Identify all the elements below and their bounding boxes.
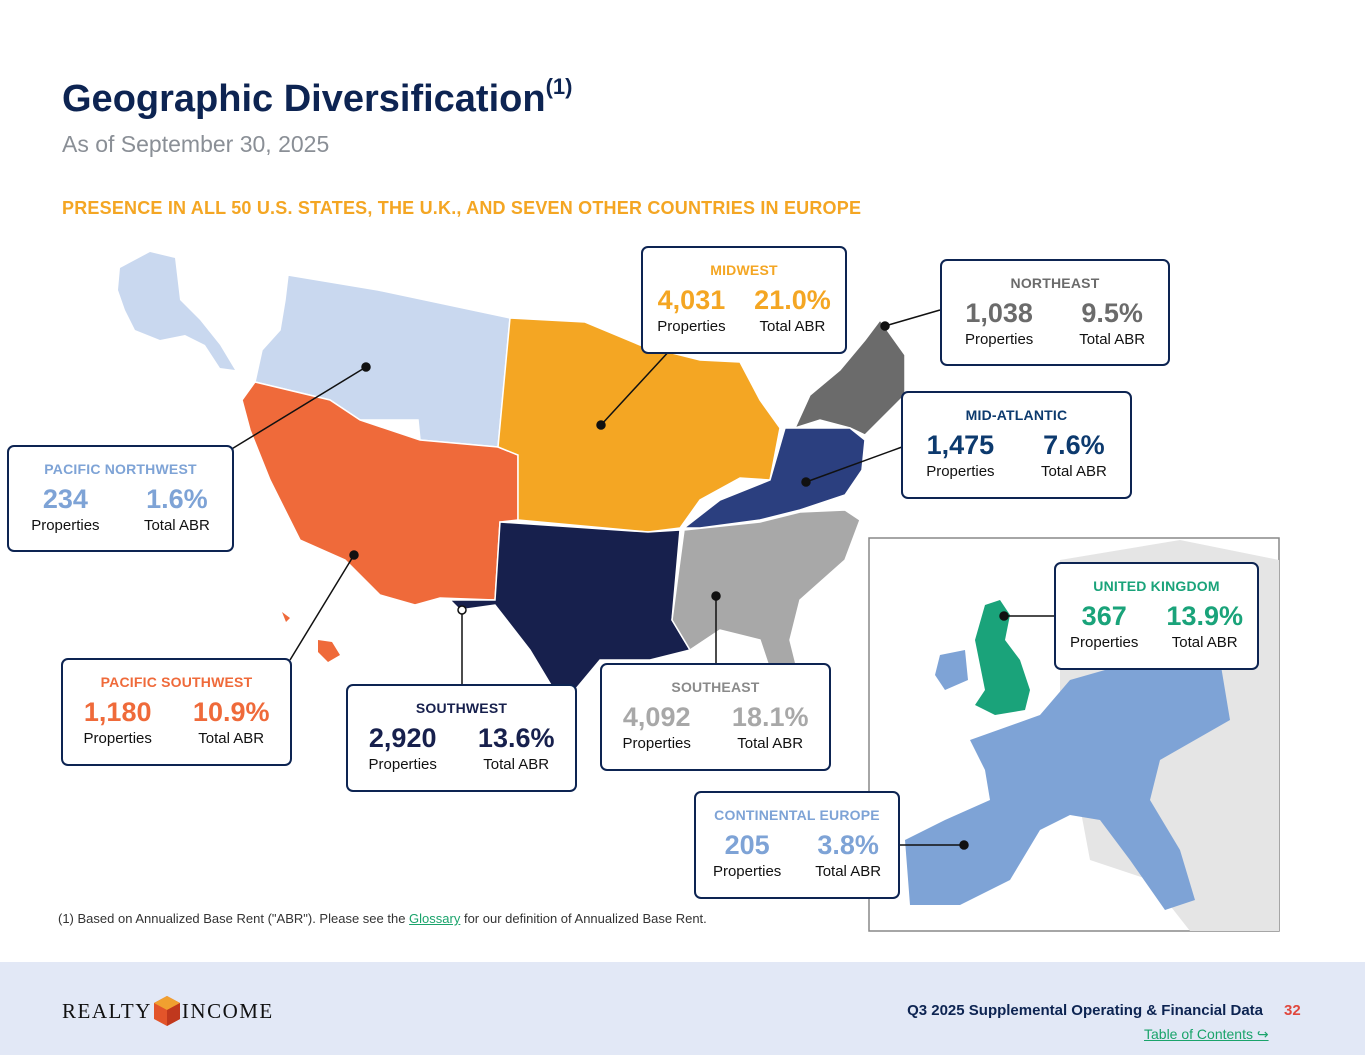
headline: PRESENCE IN ALL 50 U.S. STATES, THE U.K.… bbox=[62, 198, 862, 218]
region-name: CONTINENTAL EUROPE bbox=[714, 807, 880, 823]
page-subtitle: As of September 30, 2025 bbox=[62, 131, 330, 157]
callout-continental-europe: CONTINENTAL EUROPE 205 Properties 3.8% Tot… bbox=[694, 791, 900, 899]
region-name: PACIFIC NORTHWEST bbox=[44, 461, 197, 477]
abr-label: Total ABR bbox=[1040, 463, 1107, 480]
properties-label: Properties bbox=[964, 331, 1034, 348]
footnote: (1) Based on Annualized Base Rent ("ABR"… bbox=[58, 911, 707, 926]
region-name: SOUTHEAST bbox=[671, 679, 760, 695]
callout-northeast: NORTHEAST 1,038 Properties 9.5% Total ABR bbox=[940, 259, 1170, 366]
callout-united-kingdom: UNITED KINGDOM 367 Properties 13.9% Total … bbox=[1054, 562, 1259, 670]
pacific-southwest-shape bbox=[241, 381, 519, 606]
properties-label: Properties bbox=[368, 756, 437, 773]
glossary-link[interactable]: Glossary bbox=[409, 911, 461, 926]
alaska-shape bbox=[118, 252, 235, 370]
callout-southeast: SOUTHEAST 4,092 Properties 18.1% Total ABR bbox=[600, 663, 831, 771]
report-title: Q3 2025 Supplemental Operating & Financi… bbox=[907, 1002, 1263, 1019]
abr-label: Total ABR bbox=[1171, 634, 1238, 651]
uk-shape bbox=[975, 600, 1030, 715]
abr-label: Total ABR bbox=[759, 318, 826, 335]
properties-value: 1,038 bbox=[965, 298, 1033, 328]
properties-value: 205 bbox=[724, 830, 770, 860]
callout-pacific-northwest: PACIFIC NORTHWEST 234 Properties 1.6% Tota… bbox=[7, 445, 234, 552]
properties-label: Properties bbox=[622, 735, 691, 752]
mid-atlantic-shape bbox=[681, 427, 866, 529]
logo-mark-icon bbox=[153, 996, 180, 1026]
abr-value: 21.0% bbox=[754, 285, 831, 315]
footer-bar bbox=[0, 962, 1365, 1055]
properties-label: Properties bbox=[657, 318, 726, 335]
properties-value: 1,180 bbox=[83, 697, 152, 727]
region-name: NORTHEAST bbox=[1010, 275, 1100, 291]
properties-value: 1,475 bbox=[926, 430, 995, 460]
region-name: SOUTHWEST bbox=[415, 700, 508, 716]
abr-value: 18.1% bbox=[731, 702, 809, 732]
region-name: MID-ATLANTIC bbox=[965, 407, 1068, 423]
properties-label: Properties bbox=[83, 730, 152, 747]
abr-value: 10.9% bbox=[192, 697, 270, 727]
abr-value: 13.9% bbox=[1166, 601, 1243, 631]
page-number: 32 bbox=[1284, 1002, 1301, 1019]
properties-label: Properties bbox=[31, 517, 100, 534]
abr-value: 3.8% bbox=[817, 830, 879, 860]
properties-value: 4,031 bbox=[657, 285, 726, 315]
properties-label: Properties bbox=[712, 863, 782, 880]
abr-value: 7.6% bbox=[1043, 430, 1105, 460]
properties-value: 2,920 bbox=[368, 723, 437, 753]
abr-label: Total ABR bbox=[737, 735, 804, 752]
properties-value: 4,092 bbox=[622, 702, 691, 732]
callout-southwest: SOUTHWEST 2,920 Properties 13.6% Total ABR bbox=[346, 684, 577, 792]
ireland-shape bbox=[935, 650, 968, 690]
properties-label: Properties bbox=[926, 463, 995, 480]
callout-midwest: MIDWEST 4,031 Properties 21.0% Total ABR bbox=[641, 246, 847, 354]
realty-income-logo: REALTY INCOME bbox=[62, 996, 274, 1026]
region-name: MIDWEST bbox=[710, 262, 778, 278]
abr-label: Total ABR bbox=[1079, 331, 1146, 348]
abr-label: Total ABR bbox=[198, 730, 265, 747]
abr-label: Total ABR bbox=[815, 863, 882, 880]
abr-value: 1.6% bbox=[146, 484, 208, 514]
abr-value: 13.6% bbox=[477, 723, 555, 753]
properties-value: 367 bbox=[1081, 601, 1127, 631]
continental-europe-shape bbox=[905, 660, 1230, 910]
callout-mid-atlantic: MID-ATLANTIC 1,475 Properties 7.6% Total A… bbox=[901, 391, 1132, 499]
hawaii-shape bbox=[282, 612, 340, 662]
properties-label: Properties bbox=[1070, 634, 1139, 651]
region-name: UNITED KINGDOM bbox=[1093, 578, 1220, 594]
properties-value: 234 bbox=[42, 484, 88, 514]
abr-value: 9.5% bbox=[1081, 298, 1143, 328]
abr-label: Total ABR bbox=[483, 756, 550, 773]
region-name: PACIFIC SOUTHWEST bbox=[100, 674, 253, 690]
table-of-contents-link[interactable]: Table of Contents ↪ bbox=[1144, 1026, 1269, 1042]
page-title: Geographic Diversification(1) bbox=[62, 74, 573, 120]
callout-pacific-southwest: PACIFIC SOUTHWEST 1,180 Properties 10.9% T… bbox=[61, 658, 292, 766]
abr-label: Total ABR bbox=[143, 517, 210, 534]
northeast-shape bbox=[793, 318, 906, 436]
